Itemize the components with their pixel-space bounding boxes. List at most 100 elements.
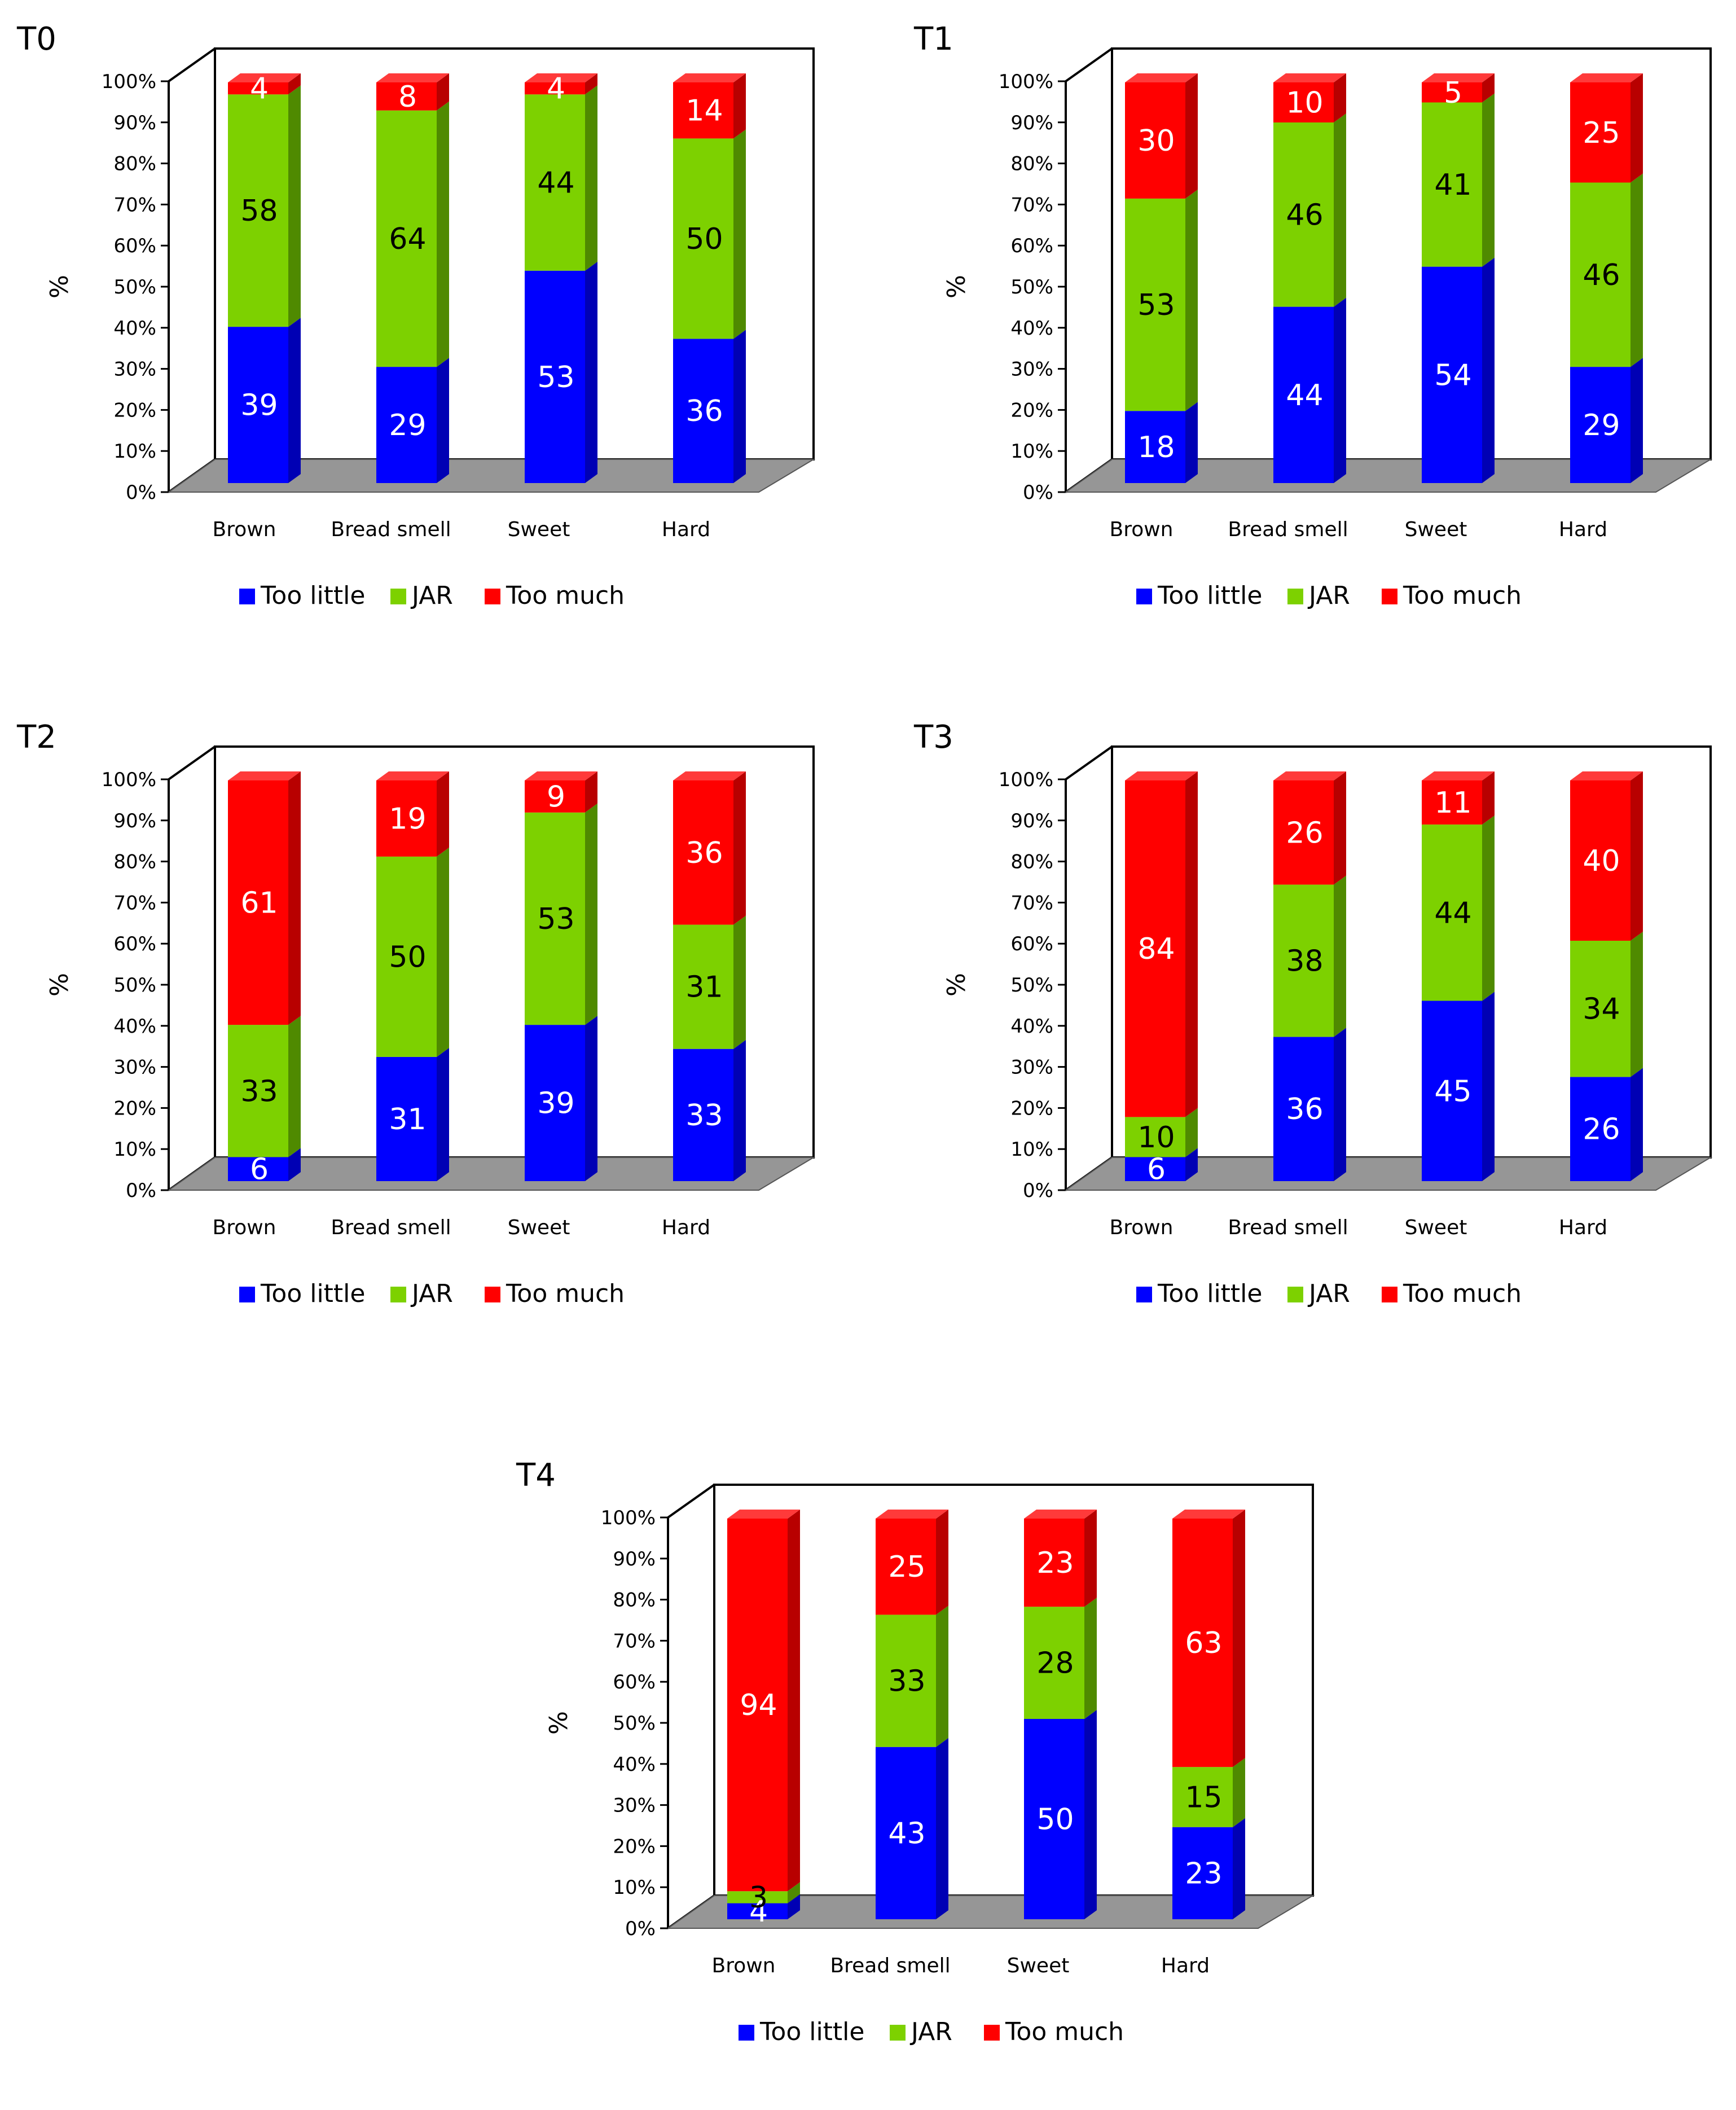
- bar-jar-side: [585, 85, 597, 271]
- data-label: 46: [1286, 198, 1323, 232]
- bar-too-much-side: [288, 73, 301, 95]
- bar-stack-2: 54 41 5: [1422, 73, 1495, 483]
- bar-too-much-side: [1334, 771, 1346, 885]
- data-label: 18: [1137, 431, 1175, 464]
- data-label: 33: [240, 1074, 278, 1108]
- y-tick-label: 20%: [113, 1097, 156, 1120]
- bar-top-cap: [1570, 771, 1643, 780]
- bar-too-much-side: [1233, 1510, 1245, 1767]
- bar-too-much: [1273, 82, 1334, 122]
- bar-jar-side: [288, 85, 301, 327]
- bar-too-much-side: [288, 771, 301, 1025]
- bar-too-much-side: [437, 73, 449, 111]
- bar-too-much-side: [1482, 73, 1495, 103]
- bar-too-little-side: [1084, 1710, 1097, 1919]
- data-label: 29: [389, 409, 426, 442]
- bar-stack-1: 44 46 10: [1273, 73, 1346, 483]
- bar-too-little: [1024, 1719, 1084, 1919]
- y-tick-label: 30%: [1010, 358, 1053, 381]
- legend-label: JAR: [909, 2017, 952, 2046]
- bar-too-little: [1125, 1157, 1185, 1181]
- y-tick-label: 100%: [102, 71, 156, 93]
- bar-jar: [1422, 824, 1482, 1001]
- data-label: 25: [888, 1550, 925, 1584]
- bar-jar: [525, 94, 585, 271]
- y-tick-label: 0%: [1023, 481, 1053, 504]
- data-label: 36: [685, 394, 723, 428]
- data-label: 10: [1137, 1121, 1175, 1155]
- bar-stack-0: 610 84: [1125, 771, 1198, 1187]
- bar-too-much: [1172, 1519, 1233, 1767]
- data-label: 84: [1137, 932, 1175, 966]
- y-tick-label: 70%: [613, 1630, 656, 1652]
- data-label: 25: [1583, 116, 1620, 150]
- bar-jar-side: [788, 1882, 800, 1903]
- bar-jar: [1422, 102, 1482, 267]
- y-tick-label: 20%: [1010, 1097, 1053, 1120]
- data-label: 26: [1286, 816, 1323, 850]
- bar-jar-side: [1630, 932, 1643, 1077]
- bar-too-much-side: [1084, 1510, 1097, 1607]
- y-axis-label: %: [45, 275, 74, 299]
- bar-too-much: [1273, 780, 1334, 885]
- y-tick-label: 40%: [1010, 1015, 1053, 1038]
- bar-jar-side: [288, 1016, 301, 1157]
- bar-jar-side: [1185, 189, 1198, 411]
- bar-too-much: [228, 780, 288, 1025]
- legend-swatch-jar: [1287, 589, 1303, 604]
- legend-label: Too little: [260, 581, 365, 610]
- bar-too-much: [673, 780, 733, 925]
- bar-top-cap: [1422, 73, 1495, 82]
- bar-top-cap: [1273, 73, 1346, 82]
- legend-swatch-too-little: [739, 2025, 754, 2041]
- data-label: 5: [1444, 76, 1462, 110]
- bar-too-little: [1422, 1001, 1482, 1181]
- legend-label: Too much: [506, 1279, 625, 1308]
- y-tick-label: 90%: [113, 112, 156, 134]
- y-tick-label: 20%: [613, 1835, 656, 1858]
- y-tick-label: 60%: [113, 933, 156, 955]
- bar-too-little-side: [1185, 1148, 1198, 1181]
- bar-too-much: [525, 780, 585, 813]
- bar-too-little: [376, 367, 437, 483]
- bar-top-cap: [876, 1510, 948, 1519]
- y-tick-label: 30%: [613, 1795, 656, 1817]
- y-tick-label: 50%: [613, 1712, 656, 1735]
- legend: Too little JAR Too much: [739, 2017, 1124, 2046]
- legend-label: Too much: [506, 581, 625, 610]
- y-tick-label: 60%: [113, 235, 156, 257]
- data-label: 6: [250, 1153, 269, 1187]
- legend-label: JAR: [410, 1279, 453, 1308]
- data-label: 11: [1434, 786, 1471, 820]
- legend-swatch-too-much: [1382, 589, 1397, 604]
- bar-jar: [673, 924, 733, 1049]
- bar-too-much: [1024, 1519, 1084, 1607]
- bar-jar: [1172, 1767, 1233, 1827]
- legend-swatch-jar: [1287, 1287, 1303, 1302]
- bar-too-little-side: [1334, 1028, 1346, 1181]
- data-label: 30: [1137, 124, 1175, 158]
- bar-jar-side: [936, 1605, 948, 1747]
- bar-top-cap: [1273, 771, 1346, 780]
- bar-top-cap: [1125, 73, 1198, 82]
- legend: Too little JAR Too much: [1136, 1279, 1522, 1308]
- x-tick-label: Brown: [1110, 518, 1174, 541]
- chart-panel-t1: T10%10%20%30%40%50%60%70%80%90%100%%1853…: [913, 21, 1713, 610]
- data-label: 4: [547, 72, 565, 106]
- bar-top-cap: [1570, 73, 1643, 82]
- bar-jar: [228, 1025, 288, 1157]
- bar-top-cap: [727, 1510, 800, 1519]
- y-tick-label: 50%: [1010, 276, 1053, 299]
- wall-edge-top: [1065, 47, 1113, 82]
- x-tick-label: Bread smell: [1228, 518, 1348, 541]
- bar-too-little: [876, 1747, 936, 1919]
- x-tick-label: Bread smell: [1228, 1216, 1348, 1239]
- bar-too-little: [376, 1056, 437, 1181]
- bar-too-little-side: [1482, 992, 1495, 1181]
- bar-too-little: [673, 1049, 733, 1181]
- bar-too-much: [1125, 82, 1185, 199]
- x-tick-label: Bread smell: [331, 1216, 451, 1239]
- chart-floor: [166, 459, 816, 493]
- bar-jar-side: [1630, 173, 1643, 367]
